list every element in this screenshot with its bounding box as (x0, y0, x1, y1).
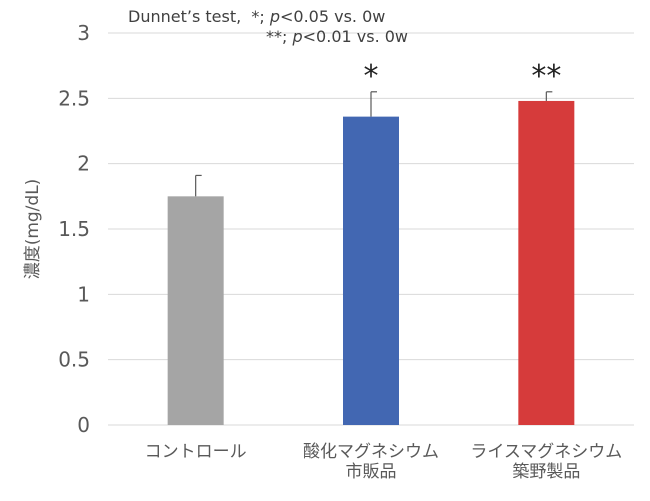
y-axis-tick-labels: 0 0.5 1 1.5 2 2.5 3 (58, 21, 90, 437)
y-tick-label: 1 (77, 282, 90, 306)
annotation-condition: <0.01 vs. 0w (302, 27, 408, 46)
significance-mark: ** (531, 59, 561, 94)
bar (518, 100, 575, 426)
y-tick-label: 1.5 (58, 217, 90, 241)
annotation-condition: <0.05 vs. 0w (280, 7, 386, 26)
annotation-p-symbol: p (292, 27, 303, 46)
annotation-mark-double: **; (266, 27, 288, 46)
x-category-label: 市販品 (346, 462, 397, 482)
significance-marks: * ** (364, 59, 562, 94)
y-tick-label: 0.5 (58, 348, 90, 372)
y-tick-label: 3 (77, 21, 90, 45)
annotation-line-1: Dunnet’s test, *; p<0.05 vs. 0w (128, 8, 385, 26)
x-category-label: 酸化マグネシウム (303, 442, 439, 462)
annotation-mark-single: *; (251, 7, 265, 26)
bar (343, 116, 399, 426)
annotation-test-name: Dunnet’s test, (128, 7, 242, 26)
significance-mark: * (364, 59, 379, 94)
y-tick-label: 0 (77, 413, 90, 437)
bar (167, 196, 224, 425)
x-category-label: 築野製品 (512, 462, 580, 482)
annotation-line-2: **; p<0.01 vs. 0w (266, 28, 408, 46)
y-axis-label: 濃度(mg/dL) (23, 179, 43, 280)
x-category-label: ライスマグネシウム (470, 442, 622, 462)
bars (167, 100, 575, 426)
y-tick-label: 2.5 (58, 86, 90, 110)
annotation-p-symbol: p (269, 7, 280, 26)
error-bars (195, 91, 553, 197)
y-tick-label: 2 (77, 152, 90, 176)
x-category-label: コントロール (145, 442, 247, 462)
